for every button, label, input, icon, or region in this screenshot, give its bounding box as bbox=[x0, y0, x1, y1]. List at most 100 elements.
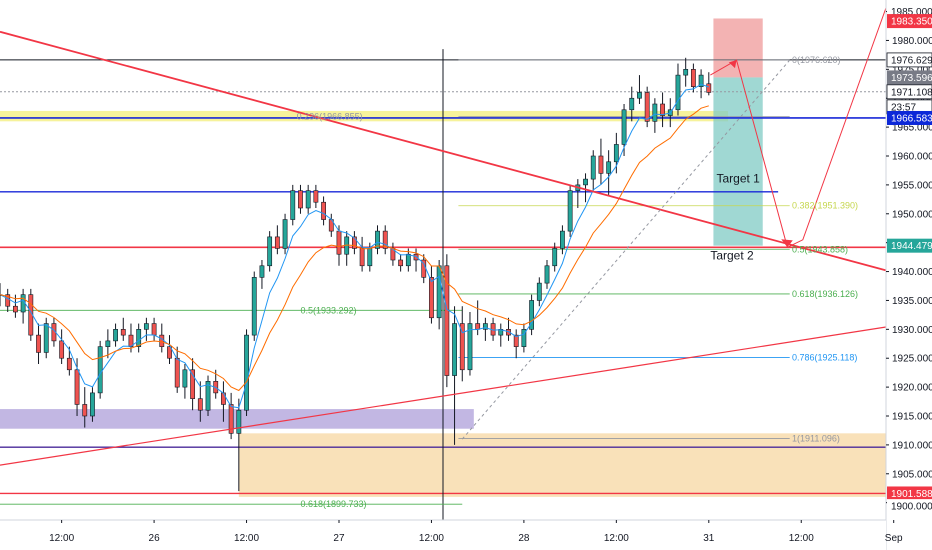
fib-left-0.5-label: 0.5(1933.292) bbox=[300, 305, 356, 315]
candle bbox=[305, 184, 311, 214]
time-tick-label: 28 bbox=[518, 533, 530, 544]
candle-body bbox=[97, 346, 103, 394]
candle bbox=[637, 75, 642, 104]
candle-body bbox=[143, 323, 149, 330]
candle bbox=[690, 63, 696, 93]
candle-body bbox=[644, 92, 650, 122]
price-tag bbox=[887, 499, 932, 514]
price-tag-label: 23:57 bbox=[891, 102, 916, 113]
candle bbox=[197, 381, 203, 422]
candle-body bbox=[267, 236, 273, 267]
candle-body bbox=[690, 69, 696, 87]
target-2-label: Target 2 bbox=[710, 248, 754, 262]
candle-body bbox=[359, 248, 365, 267]
candle-body bbox=[506, 329, 511, 336]
candle bbox=[482, 317, 488, 341]
candle bbox=[590, 150, 596, 191]
candle-body bbox=[652, 103, 658, 122]
candle bbox=[267, 231, 273, 272]
candle bbox=[359, 236, 365, 272]
price-tag bbox=[887, 110, 932, 125]
candle-body bbox=[405, 253, 411, 267]
price-tag-label: 1973.596 bbox=[891, 73, 932, 84]
candle bbox=[683, 57, 689, 87]
fib-0-label: 0(1976.620) bbox=[792, 55, 841, 65]
fib-0.382-label: 0.382(1951.390) bbox=[792, 201, 858, 211]
candle bbox=[575, 179, 581, 208]
time-tick-label: 31 bbox=[703, 533, 715, 544]
candle bbox=[97, 340, 103, 399]
candle-body bbox=[560, 230, 565, 249]
candle bbox=[583, 173, 588, 203]
candle bbox=[59, 329, 65, 364]
candle-body bbox=[197, 398, 203, 411]
price-tick-label: 1930.000 bbox=[892, 325, 932, 336]
candle-body bbox=[459, 323, 465, 371]
price-tag bbox=[887, 238, 932, 253]
price-tick-label: 1975.000 bbox=[892, 65, 932, 76]
candle bbox=[251, 271, 257, 341]
time-tick-label: 12:00 bbox=[49, 533, 74, 544]
candle bbox=[398, 254, 404, 272]
candle-body bbox=[151, 323, 157, 336]
candle bbox=[66, 346, 72, 376]
candle bbox=[382, 225, 388, 255]
candle-body bbox=[290, 190, 296, 220]
candle bbox=[321, 196, 326, 226]
candle-body bbox=[698, 74, 704, 87]
candle-body bbox=[683, 69, 689, 76]
price-axis[interactable]: 1985.000 1980.000 1975.000 1970.000 1965.000… bbox=[885, 0, 932, 550]
candle bbox=[660, 92, 665, 128]
candle bbox=[167, 335, 172, 364]
time-axis-bg bbox=[0, 520, 886, 550]
candle-body bbox=[90, 392, 95, 417]
descending-trendline bbox=[0, 30, 887, 272]
candle bbox=[313, 184, 319, 208]
candle bbox=[429, 265, 434, 324]
candle bbox=[298, 184, 303, 214]
candle bbox=[629, 86, 635, 122]
candle-body bbox=[444, 265, 450, 376]
candle bbox=[506, 317, 511, 341]
candle-body bbox=[274, 236, 280, 249]
candle bbox=[467, 312, 473, 376]
candle bbox=[120, 317, 126, 341]
candle-body bbox=[174, 357, 180, 388]
candle-body bbox=[259, 265, 265, 278]
arrowhead-down-icon bbox=[781, 239, 793, 248]
candle bbox=[598, 138, 604, 185]
candle bbox=[444, 254, 450, 388]
candle-body bbox=[236, 409, 242, 434]
price-tag-label: 1944.479 bbox=[891, 241, 932, 252]
candle bbox=[174, 346, 180, 393]
price-tag-label: 1985.000 bbox=[891, 7, 932, 18]
overlays-layer bbox=[0, 0, 890, 466]
candle-body bbox=[159, 334, 165, 347]
candle-body bbox=[544, 265, 550, 284]
candle-body bbox=[190, 369, 196, 399]
price-tag-label: 1976.629 bbox=[891, 55, 932, 66]
candle bbox=[151, 317, 157, 341]
time-axis[interactable]: 12:002612:002712:002812:003112:00Sep12:0… bbox=[0, 519, 932, 550]
candle-body bbox=[436, 265, 442, 319]
candle-body bbox=[567, 190, 573, 232]
price-tag bbox=[887, 70, 932, 85]
candle-body bbox=[382, 230, 388, 249]
price-tag-label: 1901.588 bbox=[891, 489, 932, 500]
candle bbox=[36, 323, 41, 364]
candle-body bbox=[398, 259, 404, 267]
candle-body bbox=[251, 277, 257, 336]
candle bbox=[136, 323, 142, 353]
candle-body bbox=[482, 323, 488, 330]
candle-body bbox=[675, 74, 681, 111]
grid-layer bbox=[0, 49, 886, 520]
candle-body bbox=[105, 340, 111, 347]
candle-body bbox=[13, 305, 18, 313]
yellow-resistance-zone bbox=[0, 110, 729, 122]
candle bbox=[143, 317, 149, 341]
candle bbox=[536, 277, 542, 307]
candle bbox=[90, 387, 95, 422]
candle-body bbox=[351, 236, 357, 249]
